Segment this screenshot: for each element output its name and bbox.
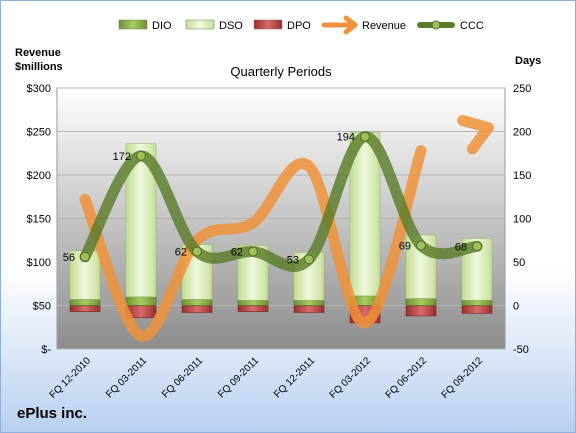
- dpo-bar: [405, 305, 437, 317]
- ccc-point: [80, 251, 90, 262]
- right-tick-label: 0: [513, 301, 519, 313]
- ccc-data-label: 68: [455, 241, 467, 253]
- dso-bar: [349, 132, 381, 297]
- right-tick-label: 250: [513, 83, 531, 95]
- left-tick-label: $50: [33, 301, 51, 313]
- dio-bar: [237, 299, 269, 306]
- x-tick-label: FQ 03-2011: [104, 355, 149, 400]
- ccc-data-label: 172: [113, 151, 131, 163]
- bars: [69, 132, 493, 324]
- x-axis: FQ 12-2010 FQ 03-2011 FQ 06-2011 FQ 09-2011…: [48, 355, 486, 401]
- legend-item: Revenue: [321, 15, 406, 35]
- legend-label: DSO: [219, 20, 243, 32]
- legend-label: DPO: [287, 20, 311, 32]
- legend: DIO DSO DPO Revenue CCC: [118, 15, 484, 35]
- x-tick-label: FQ 09-2011: [216, 355, 261, 400]
- right-tick-label: 200: [513, 127, 531, 139]
- ccc-data-label: 62: [175, 247, 187, 259]
- left-tick-label: $150: [27, 214, 51, 226]
- legend-item: DIO: [118, 19, 172, 32]
- lines: [79, 115, 494, 342]
- dpo-bar: [237, 305, 269, 312]
- legend-item: CCC: [417, 20, 484, 32]
- x-tick-label: FQ 06-2011: [160, 355, 205, 400]
- ccc-data-label: 194: [337, 132, 355, 144]
- legend-label: CCC: [460, 20, 484, 32]
- legend-marker: [431, 20, 441, 30]
- ccc-point: [304, 254, 314, 265]
- company-name: ePlus inc.: [17, 405, 88, 422]
- revenue-line: [79, 145, 427, 342]
- legend-item: DPO: [253, 19, 311, 32]
- right-axis: 250 200 150 100 50 0 -50: [513, 83, 531, 356]
- dio-bar: [293, 299, 325, 306]
- right-axis-label: Days: [515, 55, 541, 67]
- ccc-point: [472, 241, 482, 252]
- legend-label: Revenue: [362, 20, 406, 32]
- ccc-point: [248, 246, 258, 257]
- right-tick-label: -50: [513, 344, 529, 356]
- right-tick-label: 150: [513, 170, 531, 182]
- x-tick-label: FQ 09-2012: [440, 355, 486, 401]
- dio-bar: [181, 299, 213, 306]
- revenue-arrow: [457, 115, 494, 155]
- x-tick-label: FQ 12-2010: [48, 355, 94, 401]
- legend-swatch: [253, 19, 283, 30]
- dio-bar: [69, 299, 101, 306]
- left-axis: $300 $250 $200 $150 $100 $50 $-: [27, 83, 52, 356]
- ccc-data-label: 62: [231, 247, 243, 259]
- dpo-bar: [461, 305, 493, 314]
- dpo-bar: [293, 305, 325, 313]
- right-tick-label: 50: [513, 257, 525, 269]
- x-tick-label: FQ 12-2011: [272, 355, 317, 400]
- legend-swatch: [321, 15, 358, 35]
- right-tick-label: 100: [513, 214, 531, 226]
- dio-bar: [125, 296, 157, 306]
- data-labels: 56 172 62 62 53 194 69 68: [63, 132, 467, 267]
- ccc-point: [192, 246, 202, 257]
- subtitle: Quarterly Periods: [230, 64, 332, 79]
- left-tick-label: $100: [27, 257, 51, 269]
- dpo-bar: [69, 305, 101, 312]
- ccc-point: [136, 150, 146, 161]
- left-tick-label: $200: [27, 170, 51, 182]
- left-tick-label: $250: [27, 127, 51, 139]
- dpo-bar: [181, 305, 213, 313]
- ccc-data-label: 53: [287, 254, 299, 266]
- legend-item: DSO: [185, 19, 243, 32]
- legend-swatch: [185, 19, 215, 30]
- x-tick-label: FQ 06-2012: [384, 355, 430, 401]
- ccc-point: [416, 240, 426, 251]
- left-axis-label: Revenue $millions: [15, 47, 63, 73]
- left-tick-label: $-: [41, 344, 51, 356]
- ccc-point: [360, 131, 370, 142]
- ccc-data-label: 56: [63, 252, 75, 264]
- legend-label: DIO: [152, 20, 172, 32]
- legend-swatch: [118, 19, 148, 30]
- left-tick-label: $300: [27, 83, 51, 95]
- dio-bar: [405, 298, 437, 306]
- dio-bar: [461, 299, 493, 306]
- x-tick-label: FQ 03-2012: [328, 355, 374, 401]
- ccc-data-label: 69: [399, 240, 411, 252]
